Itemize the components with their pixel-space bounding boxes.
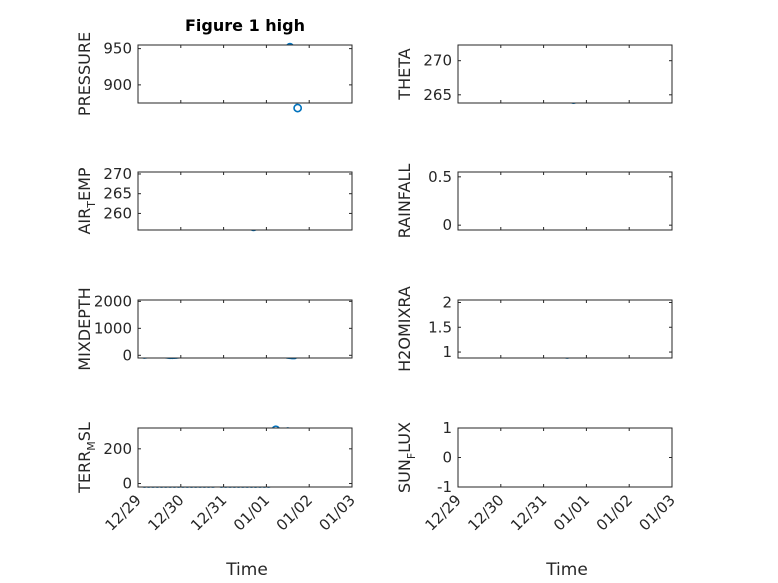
- y-tick-label: 0: [122, 346, 132, 364]
- y-axis-label: THETA: [395, 48, 414, 100]
- axes-frame: [457, 171, 673, 231]
- x-tick-label: 01/03: [316, 491, 359, 534]
- x-tick-label: 01/03: [636, 491, 679, 534]
- subplot-theta: 265 270 THETA: [395, 44, 673, 104]
- x-tick-label: 01/01: [550, 491, 593, 534]
- subplot-pressure: 900 950 PRESSURE Figure 1 high: [75, 16, 353, 116]
- y-axis-label: SUNFLUX: [395, 422, 418, 493]
- x-tick-label: 12/30: [464, 491, 507, 534]
- y-tick-label: 2: [442, 293, 452, 311]
- y-axis-label: TERRMSL: [75, 422, 98, 494]
- x-tick-label: 12/29: [422, 491, 465, 534]
- axes-frame: [137, 299, 353, 359]
- axes-frame: [457, 299, 673, 359]
- axes-frame: [457, 44, 673, 104]
- y-tick-label: 0.5: [428, 168, 452, 186]
- y-tick-label: 265: [103, 185, 132, 203]
- y-tick-label: -1: [437, 478, 452, 496]
- y-tick-label: 1: [442, 343, 452, 361]
- y-tick-label: 900: [103, 76, 132, 94]
- y-tick-label: 1: [442, 419, 452, 437]
- y-tick-label: 200: [103, 440, 132, 458]
- y-axis-label: PRESSURE: [75, 32, 94, 116]
- x-axis-label: Time: [225, 560, 268, 580]
- subplot-rainfall: 0 0.5 RAINFALL: [395, 164, 673, 239]
- x-axis-label: Time: [545, 560, 588, 580]
- x-tick-label: 01/01: [230, 491, 273, 534]
- y-tick-label: 270: [423, 52, 452, 70]
- x-tick-label: 01/02: [273, 491, 316, 534]
- x-tick-label: 12/30: [144, 491, 187, 534]
- y-tick-label: 1.5: [428, 318, 452, 336]
- axes-frame: [137, 44, 353, 104]
- y-tick-label: 260: [103, 204, 132, 222]
- y-tick-label: 0: [122, 475, 132, 493]
- x-tick-label: 12/31: [507, 491, 550, 534]
- y-tick-label: 270: [103, 165, 132, 183]
- chart-title: Figure 1 high: [185, 16, 305, 35]
- axes-frame: [137, 171, 353, 231]
- y-tick-label: 2000: [94, 292, 132, 310]
- axes-frame: [137, 427, 353, 488]
- y-axis-label: MIXDEPTH: [75, 287, 94, 370]
- x-tick-label: 01/02: [593, 491, 636, 534]
- y-tick-label: 0: [442, 449, 452, 467]
- y-tick-label: 1000: [94, 319, 132, 337]
- axes-frame: [457, 427, 673, 488]
- data-point: [293, 103, 303, 113]
- x-tick-label: 12/31: [187, 491, 230, 534]
- y-tick-label: 0: [442, 216, 452, 234]
- subplot-h2omixra: 1 1.5 2 H2OMIXRA: [395, 286, 673, 372]
- y-tick-label: 950: [103, 40, 132, 58]
- y-axis-label: RAINFALL: [395, 164, 414, 239]
- y-axis-label: AIRTEMP: [75, 167, 98, 234]
- x-tick-label: 12/29: [102, 491, 145, 534]
- y-axis-label: H2OMIXRA: [395, 286, 414, 372]
- y-tick-label: 265: [423, 86, 452, 104]
